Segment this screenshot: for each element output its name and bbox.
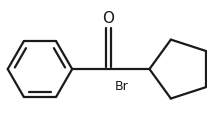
Text: O: O <box>102 11 114 26</box>
Text: Br: Br <box>114 80 128 93</box>
